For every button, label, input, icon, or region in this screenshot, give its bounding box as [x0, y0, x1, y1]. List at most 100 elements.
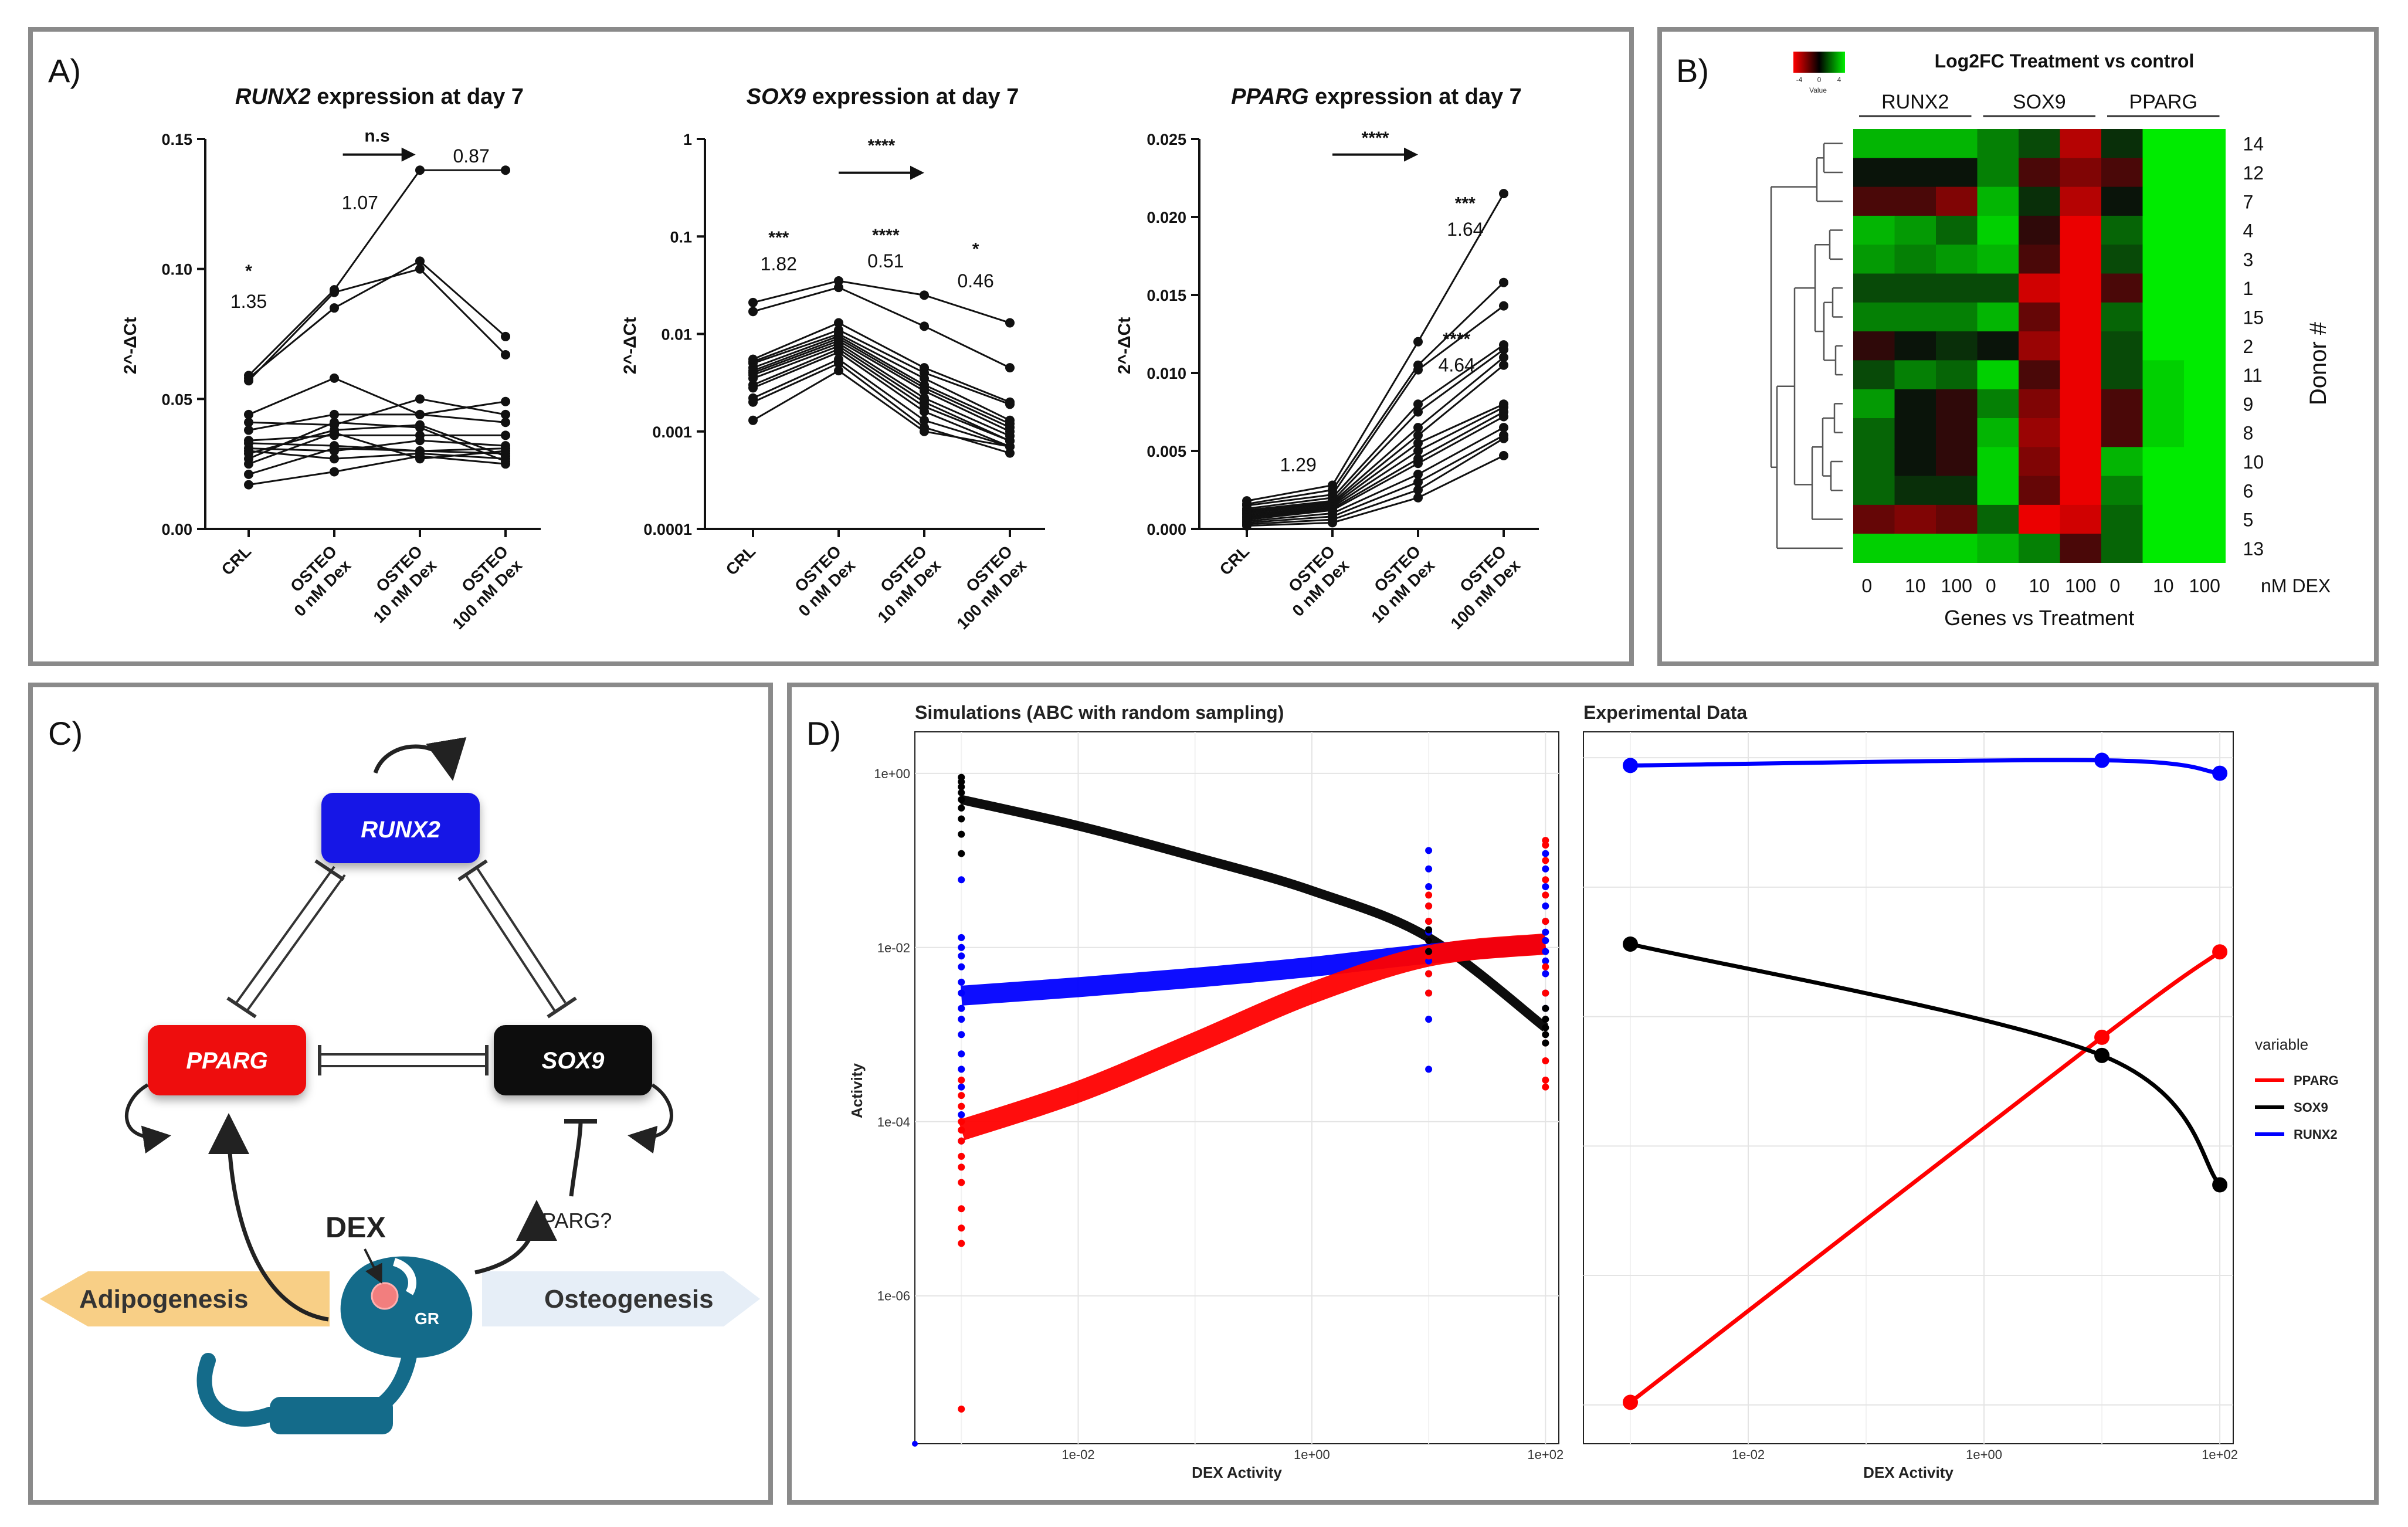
column-label: 100 [1941, 575, 1972, 596]
donor-point [834, 358, 843, 368]
heatmap-cell [1853, 129, 1895, 158]
title-gene: RUNX2 [235, 84, 311, 109]
donor-point [330, 467, 339, 477]
annotation: 1.29 [1280, 454, 1316, 476]
row-label: 9 [2243, 393, 2254, 415]
simulation-point [1542, 876, 1549, 884]
donor-point [415, 256, 425, 266]
simulation-point [1425, 948, 1433, 955]
heatmap-cell [1936, 504, 1978, 534]
donor-point [244, 480, 253, 490]
panel-b-label: B) [1676, 52, 1709, 89]
heatmap-cell [2019, 534, 2060, 563]
chart-title: SOX9 expression at day 7 [747, 84, 1019, 109]
ppargq-sox9-inhibition [569, 1121, 583, 1197]
row-label: 11 [2243, 365, 2263, 386]
series-point [2094, 1047, 2110, 1063]
heatmap-cell [2142, 129, 2185, 158]
heatmap-cell [1894, 158, 1936, 188]
heatmap-cell [2142, 186, 2185, 216]
donor-line [248, 413, 506, 432]
row-label: 12 [2243, 162, 2264, 184]
donor-point [1328, 518, 1337, 528]
chart-title: Experimental Data [1583, 702, 1747, 723]
donor-line [752, 328, 1010, 405]
simulation-point [1425, 883, 1433, 891]
title-text: expression at day 7 [806, 84, 1019, 109]
y-tick-label: 0.1 [670, 228, 692, 246]
heatmap-cell [1894, 418, 1936, 447]
donor-point [1413, 446, 1423, 456]
gene-group-label: PPARG [2129, 91, 2197, 113]
heatmap-cell [1936, 360, 1978, 390]
color-key-tick: 0 [1817, 76, 1822, 84]
simulation-point [958, 850, 965, 857]
y-tick-label: 0.015 [1147, 287, 1186, 304]
simulation-point [958, 830, 965, 838]
heatmap-cell [2060, 476, 2102, 505]
simulation-point [1542, 937, 1549, 945]
heatmap-cell [2019, 158, 2060, 188]
heatmap-cell [1894, 447, 1936, 477]
donor-line [248, 260, 506, 379]
donor-point [1413, 438, 1423, 448]
sox9-self-loop [628, 1083, 673, 1154]
simulation-point [958, 1240, 965, 1247]
donor-point [920, 290, 929, 300]
donor-point [748, 297, 758, 307]
y-tick-label: 1e-06 [877, 1289, 910, 1304]
annotation: * [245, 262, 252, 281]
adipogenesis-arrow [40, 1271, 330, 1326]
simulation-point [1542, 957, 1549, 965]
heatmap-cell [1894, 534, 1936, 563]
heatmap-cell [2101, 302, 2143, 332]
simulation-point [958, 1205, 965, 1213]
donor-point [920, 415, 929, 425]
heatmap-cell [2184, 447, 2226, 477]
heatmap-cell [2184, 273, 2226, 303]
heatmap-cell [1977, 504, 2019, 534]
y-axis-label: Donor # [2305, 321, 2331, 405]
simulation-point [958, 1126, 965, 1134]
donor-point [415, 264, 425, 274]
heatmap-cell [2184, 504, 2226, 534]
donor-line [752, 342, 1010, 437]
donor-point [1499, 423, 1508, 433]
simulation-point [958, 783, 965, 790]
runx2-expression-chart: RUNX2 expression at day 7 0.00 0.05 0.10 0.1… [121, 84, 541, 633]
simulation-point [958, 1405, 965, 1413]
donor-point [1005, 318, 1015, 328]
simulation-point [1542, 865, 1549, 873]
donor-point [1499, 277, 1508, 287]
series-point [2094, 752, 2110, 768]
row-label: 1 [2243, 278, 2254, 299]
simulation-point [958, 952, 965, 960]
pparg-node: PPARG [148, 1025, 306, 1095]
series-line-pparg [1629, 950, 2222, 1404]
heatmap-cell [1936, 418, 1978, 447]
heatmap-cell [2060, 389, 2102, 419]
y-tick-label: 1e+00 [874, 766, 910, 781]
y-tick-label: 1 [683, 131, 692, 148]
heatmap-cell [2101, 504, 2143, 534]
donor-line [752, 362, 1010, 454]
heatmap-cell [2060, 534, 2102, 563]
simulation-point [1425, 989, 1433, 997]
donor-point [501, 165, 510, 175]
donor-point [1413, 485, 1423, 495]
runx2-node: RUNX2 [321, 793, 480, 863]
donor-point [1413, 430, 1423, 440]
annotation: **** [868, 136, 896, 155]
heatmap-cell [1853, 389, 1895, 419]
gene-group-label: RUNX2 [1881, 91, 1949, 113]
heatmap-cell [1853, 186, 1895, 216]
heatmap-cell [2101, 447, 2143, 477]
donor-point [748, 415, 758, 425]
y-tick-label: 0.0001 [643, 521, 692, 538]
heatmap-cell [2101, 418, 2143, 447]
heatmap-cell [2184, 245, 2226, 274]
simulation-point [958, 1076, 965, 1084]
donor-point [501, 331, 510, 341]
donor-point [1005, 448, 1015, 458]
simulation-point [1542, 970, 1549, 978]
